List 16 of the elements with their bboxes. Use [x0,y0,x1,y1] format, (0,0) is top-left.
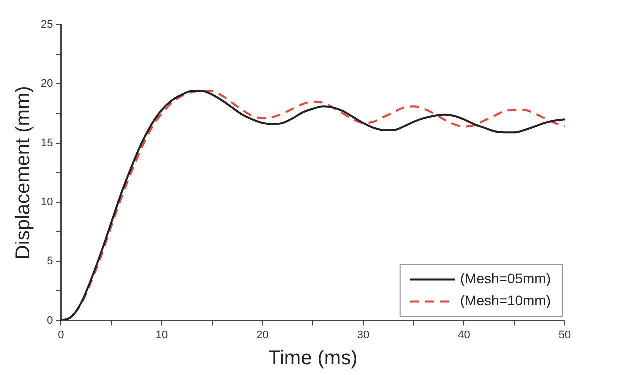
y-tick-label: 20 [40,78,54,90]
x-tick-label: 30 [357,329,370,342]
x-tick-label: 40 [458,329,470,342]
y-tick-label: 10 [40,196,54,209]
y-tick-label: 15 [40,137,54,150]
legend-label: (Mesh=10mm) [460,292,552,309]
x-tick-label: 0 [58,329,64,342]
x-tick-label: 50 [558,329,572,342]
x-axis-title: Time (ms) [268,348,358,370]
y-axis-title: Displacement (mm) [12,86,35,260]
legend-label: (Mesh=05mm) [460,270,552,287]
y-tick-label: 0 [47,314,54,327]
y-tick-label: 5 [47,256,54,268]
y-tick-label: 25 [40,19,54,32]
x-tick-label: 20 [256,329,269,342]
x-tick-label: 10 [156,329,168,342]
